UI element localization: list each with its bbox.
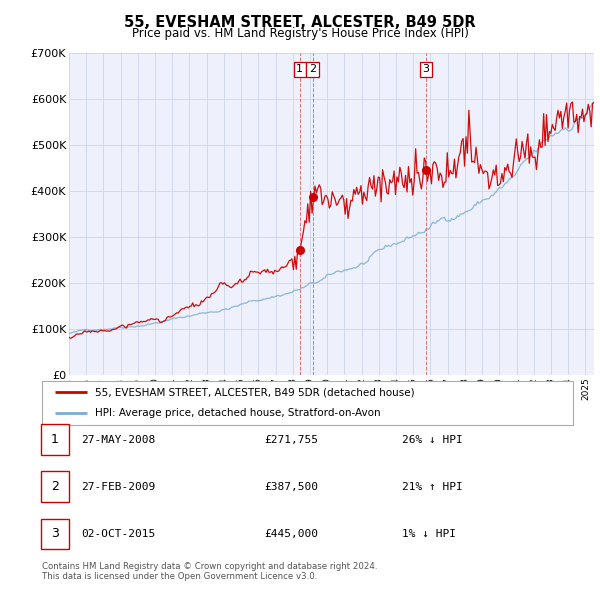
Text: Contains HM Land Registry data © Crown copyright and database right 2024.: Contains HM Land Registry data © Crown c… <box>42 562 377 571</box>
Text: 2: 2 <box>50 480 59 493</box>
Text: 02-OCT-2015: 02-OCT-2015 <box>81 529 155 539</box>
Text: 1: 1 <box>50 433 59 446</box>
Text: 27-FEB-2009: 27-FEB-2009 <box>81 482 155 491</box>
Text: £271,755: £271,755 <box>264 435 318 444</box>
FancyBboxPatch shape <box>41 424 68 455</box>
Text: This data is licensed under the Open Government Licence v3.0.: This data is licensed under the Open Gov… <box>42 572 317 581</box>
Text: 55, EVESHAM STREET, ALCESTER, B49 5DR (detached house): 55, EVESHAM STREET, ALCESTER, B49 5DR (d… <box>95 388 415 398</box>
Text: HPI: Average price, detached house, Stratford-on-Avon: HPI: Average price, detached house, Stra… <box>95 408 381 418</box>
Text: Price paid vs. HM Land Registry's House Price Index (HPI): Price paid vs. HM Land Registry's House … <box>131 27 469 40</box>
Text: 55, EVESHAM STREET, ALCESTER, B49 5DR: 55, EVESHAM STREET, ALCESTER, B49 5DR <box>124 15 476 30</box>
FancyBboxPatch shape <box>42 381 573 425</box>
Text: £445,000: £445,000 <box>264 529 318 539</box>
Text: 3: 3 <box>422 64 430 74</box>
Text: 3: 3 <box>50 527 59 540</box>
FancyBboxPatch shape <box>41 519 68 549</box>
Text: 27-MAY-2008: 27-MAY-2008 <box>81 435 155 444</box>
Text: 2: 2 <box>309 64 316 74</box>
FancyBboxPatch shape <box>41 471 68 502</box>
Text: 21% ↑ HPI: 21% ↑ HPI <box>402 482 463 491</box>
Text: 1: 1 <box>296 64 304 74</box>
Text: 1% ↓ HPI: 1% ↓ HPI <box>402 529 456 539</box>
Text: 26% ↓ HPI: 26% ↓ HPI <box>402 435 463 444</box>
Text: £387,500: £387,500 <box>264 482 318 491</box>
